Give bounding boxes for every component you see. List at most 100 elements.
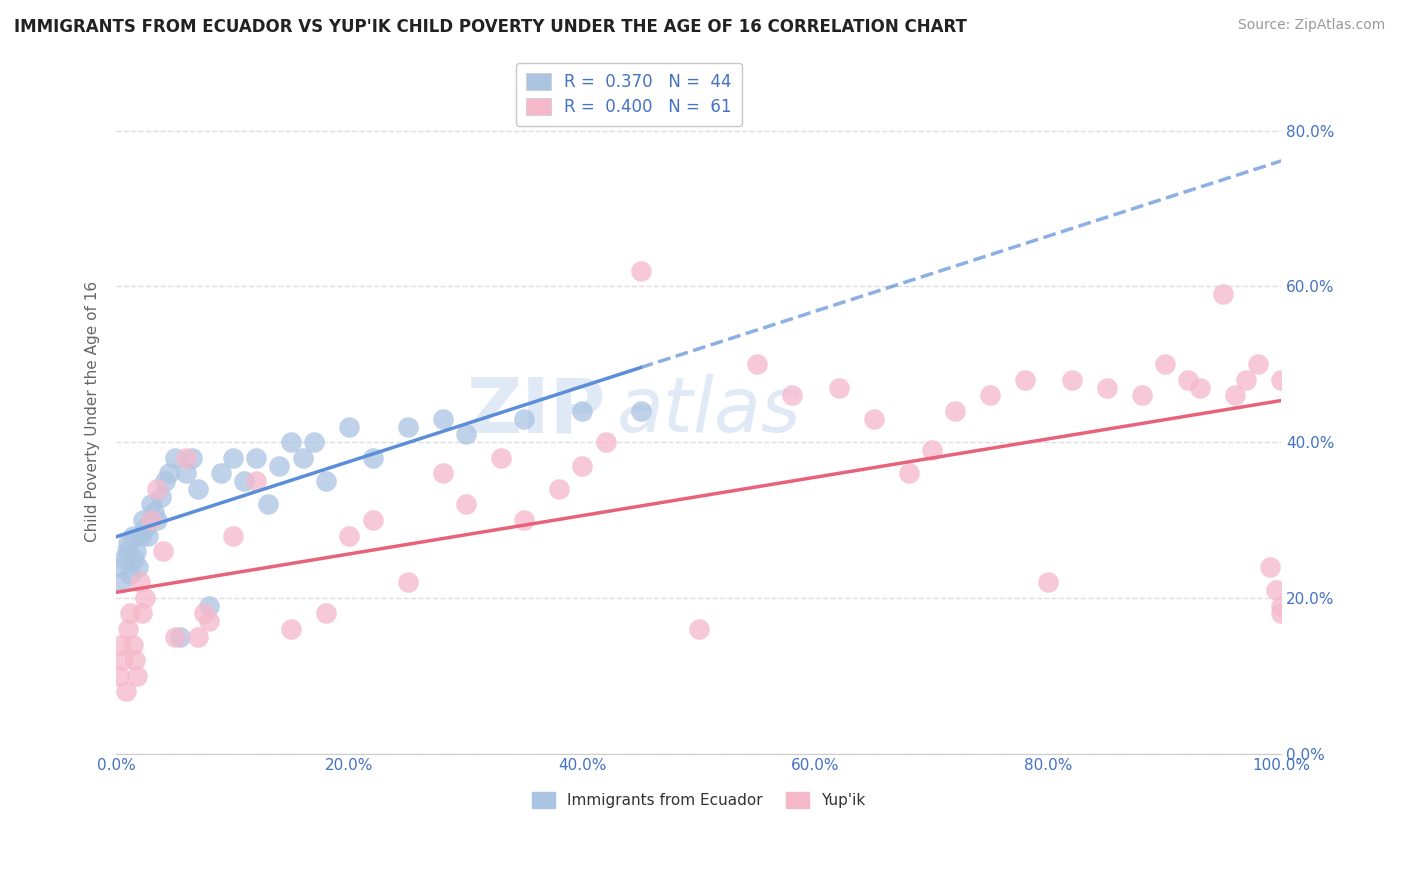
Point bbox=[125, 544, 148, 558]
Point bbox=[827, 381, 849, 395]
Point bbox=[780, 388, 803, 402]
Point bbox=[291, 450, 314, 465]
Point bbox=[361, 513, 384, 527]
Point bbox=[141, 513, 163, 527]
Point bbox=[688, 622, 710, 636]
Point bbox=[152, 544, 174, 558]
Point bbox=[1270, 373, 1292, 387]
Point bbox=[141, 497, 163, 511]
Point bbox=[222, 450, 245, 465]
Point bbox=[163, 630, 186, 644]
Point bbox=[245, 450, 267, 465]
Point bbox=[897, 467, 920, 481]
Point bbox=[112, 653, 135, 667]
Point bbox=[245, 474, 267, 488]
Point bbox=[124, 653, 146, 667]
Point bbox=[630, 264, 652, 278]
Point bbox=[745, 357, 768, 371]
Point bbox=[136, 528, 159, 542]
Point bbox=[209, 467, 232, 481]
Point bbox=[1060, 373, 1083, 387]
Point bbox=[114, 684, 136, 698]
Point bbox=[174, 450, 197, 465]
Point bbox=[361, 450, 384, 465]
Point bbox=[304, 435, 326, 450]
Point bbox=[921, 442, 943, 457]
Point bbox=[174, 467, 197, 481]
Point bbox=[146, 482, 169, 496]
Point bbox=[157, 467, 180, 481]
Point bbox=[432, 467, 454, 481]
Point bbox=[181, 450, 204, 465]
Point bbox=[1130, 388, 1153, 402]
Text: ZIP: ZIP bbox=[467, 374, 606, 448]
Point bbox=[108, 559, 131, 574]
Point bbox=[432, 412, 454, 426]
Point bbox=[454, 427, 477, 442]
Point bbox=[280, 435, 302, 450]
Point bbox=[513, 513, 536, 527]
Point bbox=[131, 607, 153, 621]
Point bbox=[571, 458, 593, 473]
Point bbox=[1270, 599, 1292, 613]
Point bbox=[1038, 575, 1060, 590]
Point bbox=[1270, 607, 1292, 621]
Point bbox=[134, 591, 156, 605]
Y-axis label: Child Poverty Under the Age of 16: Child Poverty Under the Age of 16 bbox=[86, 280, 100, 541]
Point bbox=[315, 474, 337, 488]
Point bbox=[1095, 381, 1118, 395]
Point bbox=[111, 575, 134, 590]
Point bbox=[120, 567, 142, 582]
Point bbox=[1014, 373, 1036, 387]
Point bbox=[1247, 357, 1270, 371]
Point bbox=[127, 668, 149, 682]
Point bbox=[132, 513, 155, 527]
Point bbox=[1223, 388, 1246, 402]
Point bbox=[163, 450, 186, 465]
Point bbox=[149, 490, 172, 504]
Point bbox=[1212, 287, 1234, 301]
Point bbox=[198, 614, 221, 628]
Point bbox=[571, 404, 593, 418]
Text: Source: ZipAtlas.com: Source: ZipAtlas.com bbox=[1237, 18, 1385, 32]
Point bbox=[146, 513, 169, 527]
Point bbox=[1154, 357, 1177, 371]
Text: IMMIGRANTS FROM ECUADOR VS YUP'IK CHILD POVERTY UNDER THE AGE OF 16 CORRELATION : IMMIGRANTS FROM ECUADOR VS YUP'IK CHILD … bbox=[14, 18, 967, 36]
Point bbox=[169, 630, 191, 644]
Point bbox=[107, 668, 129, 682]
Point bbox=[222, 528, 245, 542]
Point bbox=[315, 607, 337, 621]
Point bbox=[979, 388, 1001, 402]
Point bbox=[115, 544, 138, 558]
Point bbox=[396, 575, 419, 590]
Point bbox=[943, 404, 966, 418]
Point bbox=[142, 505, 165, 519]
Point bbox=[280, 622, 302, 636]
Point bbox=[396, 419, 419, 434]
Point bbox=[1264, 582, 1286, 597]
Point bbox=[134, 521, 156, 535]
Point bbox=[269, 458, 291, 473]
Point bbox=[120, 607, 142, 621]
Point bbox=[155, 474, 177, 488]
Point bbox=[489, 450, 512, 465]
Point bbox=[128, 575, 150, 590]
Point bbox=[1188, 381, 1211, 395]
Point bbox=[129, 528, 152, 542]
Point bbox=[112, 552, 135, 566]
Point bbox=[187, 482, 209, 496]
Point bbox=[1258, 559, 1281, 574]
Point bbox=[122, 552, 145, 566]
Point bbox=[121, 638, 143, 652]
Point bbox=[513, 412, 536, 426]
Point bbox=[337, 419, 360, 434]
Point bbox=[121, 528, 143, 542]
Legend: Immigrants from Ecuador, Yup'ik: Immigrants from Ecuador, Yup'ik bbox=[526, 786, 872, 814]
Point bbox=[233, 474, 256, 488]
Point bbox=[187, 630, 209, 644]
Point bbox=[337, 528, 360, 542]
Point bbox=[117, 536, 139, 550]
Point bbox=[256, 497, 278, 511]
Point bbox=[193, 607, 215, 621]
Point bbox=[1177, 373, 1199, 387]
